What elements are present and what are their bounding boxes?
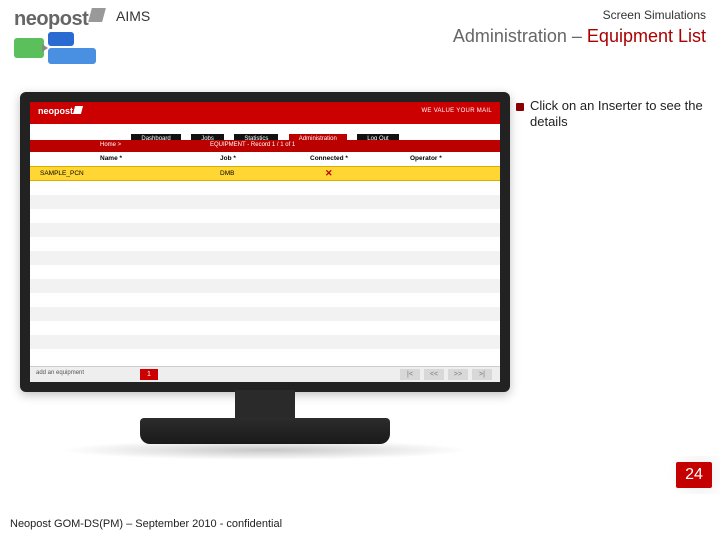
breadcrumb-bar: Home > EQUIPMENT - Record 1 / 1 of 1 xyxy=(30,140,500,152)
table-row xyxy=(30,307,500,321)
table-row xyxy=(30,223,500,237)
slide-number: 24 xyxy=(676,462,712,488)
col-operator[interactable]: Operator * xyxy=(410,155,442,162)
cross-icon: ✕ xyxy=(325,168,333,179)
brand-mark-icon xyxy=(88,8,106,22)
table-row xyxy=(30,279,500,293)
cell-job: DMB xyxy=(220,170,234,177)
add-equipment-link[interactable]: add an equipment xyxy=(36,370,84,376)
table-row xyxy=(30,251,500,265)
monitor-graphic: neopost WE VALUE YOUR MAIL Dashboard Job… xyxy=(20,92,510,462)
app-screen: neopost WE VALUE YOUR MAIL Dashboard Job… xyxy=(30,102,500,382)
screen-sim-label: Screen Simulations xyxy=(603,8,706,22)
nav-next-button[interactable]: >> xyxy=(448,369,468,380)
table-row[interactable]: SAMPLE_PCN DMB ✕ xyxy=(30,166,500,181)
col-name[interactable]: Name * xyxy=(100,155,122,162)
nav-first-button[interactable]: |< xyxy=(400,369,420,380)
col-connected[interactable]: Connected * xyxy=(310,155,348,162)
table-row xyxy=(30,321,500,335)
footer-text: Neopost GOM-DS(PM) – September 2010 - co… xyxy=(10,518,282,530)
nav-prev-button[interactable]: << xyxy=(424,369,444,380)
aims-label: AIMS xyxy=(116,8,150,24)
table-row xyxy=(30,195,500,209)
table-row xyxy=(30,293,500,307)
breadcrumb-home[interactable]: Home > xyxy=(100,142,121,148)
callout-text: Click on an Inserter to see the details xyxy=(530,98,705,131)
table-footer: add an equipment 1 |< << >> >| xyxy=(30,366,500,382)
app-topbar: neopost WE VALUE YOUR MAIL xyxy=(30,102,500,124)
brand-logo: neopost xyxy=(14,8,104,31)
nav-tabs: Dashboard Jobs Statistics Administration… xyxy=(30,124,500,140)
table-row xyxy=(30,265,500,279)
callout-bullet-icon xyxy=(516,103,524,111)
app-tagline: WE VALUE YOUR MAIL xyxy=(421,108,492,114)
table-header: Name * Job * Connected * Operator * xyxy=(30,152,500,166)
table-row xyxy=(30,209,500,223)
diagram-icon xyxy=(14,32,104,68)
nav-last-button[interactable]: >| xyxy=(472,369,492,380)
page-indicator: 1 xyxy=(140,369,158,380)
app-brand: neopost xyxy=(38,106,82,116)
table-row xyxy=(30,181,500,195)
table-row xyxy=(30,335,500,349)
record-counter: EQUIPMENT - Record 1 / 1 of 1 xyxy=(210,142,295,148)
cell-name: SAMPLE_PCN xyxy=(40,170,84,177)
table-row xyxy=(30,237,500,251)
page-title: Administration – Equipment List xyxy=(453,26,706,47)
col-job[interactable]: Job * xyxy=(220,155,236,162)
